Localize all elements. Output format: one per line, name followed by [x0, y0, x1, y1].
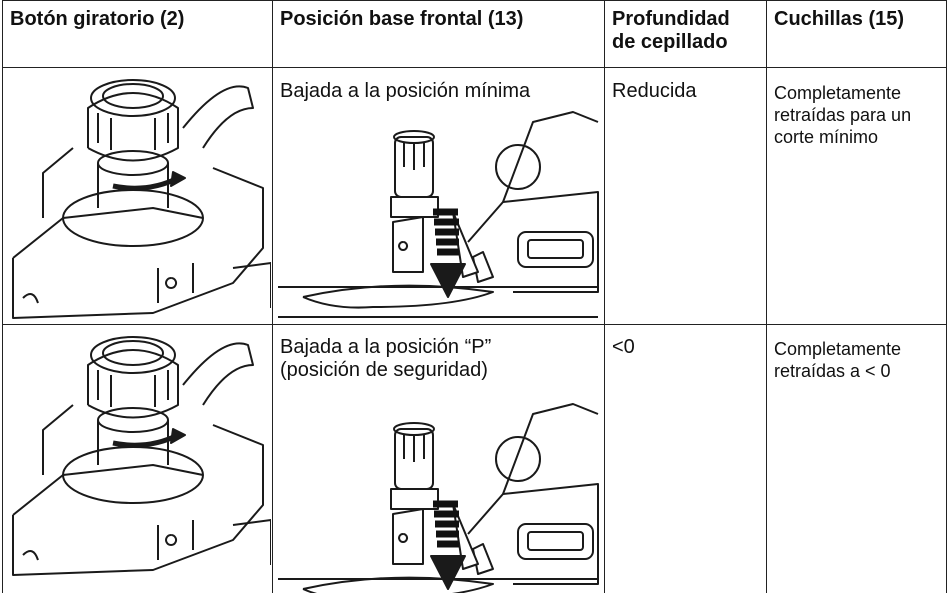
border [2, 0, 3, 593]
header-cell: Cuchillas (15) [774, 8, 905, 30]
border [766, 0, 767, 593]
border [2, 0, 947, 1]
cell: Bajada a la posición mínima [280, 80, 531, 102]
planer-drawing [278, 112, 598, 317]
cell: Completamente retraídas a < 0 [774, 339, 902, 381]
knob-drawing [13, 80, 271, 318]
knob-illustration [3, 68, 271, 324]
header-cell: Profundidad de cepillado [612, 8, 730, 53]
cell: Reducida [612, 80, 697, 102]
header-cell: Posición base frontal (13) [280, 8, 524, 30]
header-cell: Botón giratorio (2) [10, 8, 185, 30]
cell: <0 [612, 336, 635, 358]
border [2, 324, 947, 325]
planer-drawing [278, 404, 598, 593]
border [604, 0, 605, 593]
cell: Bajada a la posición “P” (posición de se… [280, 336, 492, 381]
knob-illustration [3, 325, 271, 593]
border [2, 67, 947, 68]
knob-drawing [13, 337, 271, 575]
border [272, 0, 273, 593]
planer-illustration [273, 92, 603, 322]
cell: Completamente retraídas para un corte mí… [774, 83, 912, 147]
planer-illustration [273, 384, 603, 593]
